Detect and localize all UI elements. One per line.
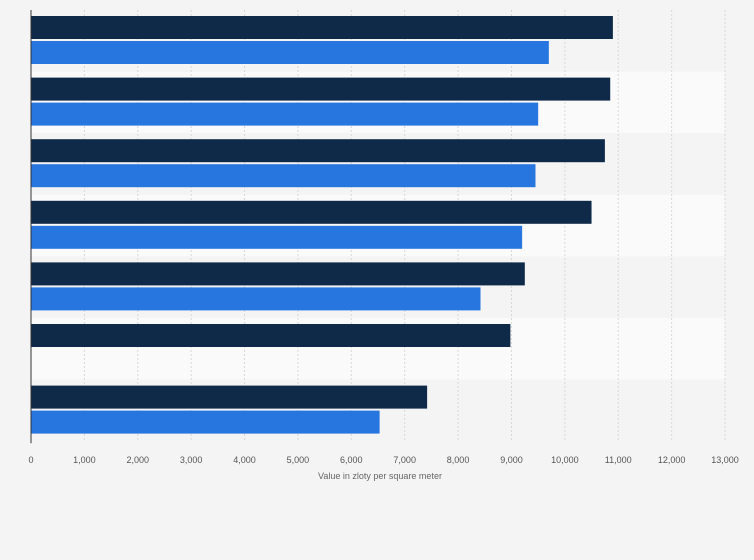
- bar-series-dark: [31, 77, 611, 101]
- x-tick-label: 0: [28, 455, 33, 465]
- x-tick-label: 10,000: [551, 455, 579, 465]
- x-tick-label: 1,000: [73, 455, 96, 465]
- x-tick-label: 11,000: [605, 455, 632, 465]
- x-tick-label: 7,000: [393, 455, 416, 465]
- x-tick-label: 4,000: [233, 455, 256, 465]
- x-tick-label: 6,000: [340, 455, 363, 465]
- bar-series-blue: [31, 41, 549, 64]
- row-bands: [31, 10, 725, 442]
- bar-series-dark: [31, 385, 428, 409]
- x-axis-title: Value in zloty per square meter: [318, 471, 442, 481]
- bars: [31, 16, 613, 434]
- bar-series-blue: [31, 164, 536, 188]
- x-tick-label: 2,000: [127, 455, 150, 465]
- x-tick-label: 8,000: [447, 455, 470, 465]
- bar-series-blue: [31, 287, 481, 311]
- bar-series-dark: [31, 324, 511, 347]
- bar-series-blue: [31, 410, 380, 434]
- bar-series-dark: [31, 200, 592, 224]
- bar-series-dark: [31, 262, 525, 286]
- x-tick-label: 3,000: [180, 455, 203, 465]
- bar-series-blue: [31, 102, 539, 126]
- x-tick-labels: 0 1,000 2,000 3,000 4,000 5,000 6,000 7,000 8,00…: [28, 455, 738, 465]
- bar-series-dark: [31, 139, 605, 163]
- bar-series-dark: [31, 16, 613, 39]
- x-tick-label: 12,000: [658, 455, 686, 465]
- x-tick-label: 13,000: [711, 455, 739, 465]
- x-tick-label: 5,000: [287, 455, 310, 465]
- x-tick-label: 9,000: [500, 455, 523, 465]
- bar-series-blue: [31, 225, 523, 249]
